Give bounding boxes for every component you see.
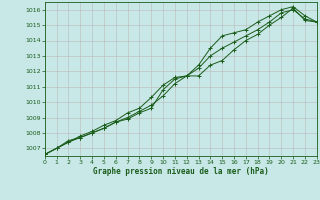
X-axis label: Graphe pression niveau de la mer (hPa): Graphe pression niveau de la mer (hPa) [93,167,269,176]
